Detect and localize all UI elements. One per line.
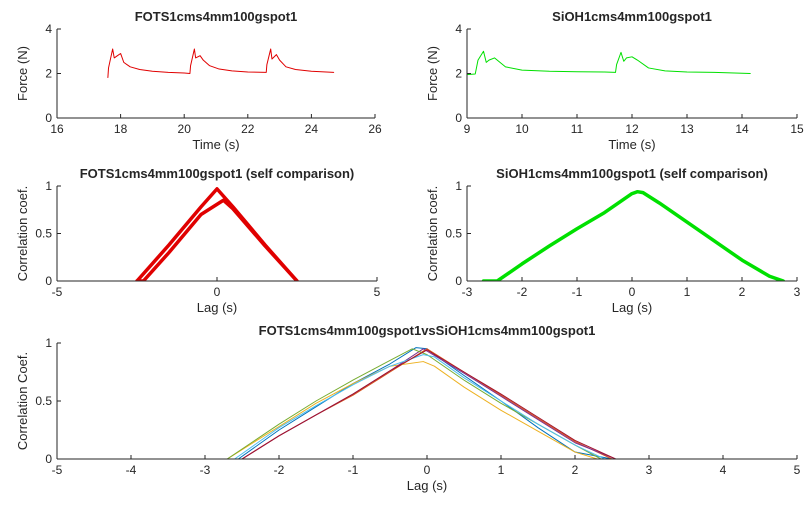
y-axis-label: Correlation coef.	[425, 186, 440, 281]
series-line-7	[241, 349, 620, 459]
x-tick-label: 22	[241, 122, 255, 136]
x-tick-label: 3	[646, 463, 653, 477]
x-tick-label: 1	[684, 285, 691, 299]
x-tick-label: 2	[739, 285, 746, 299]
x-tick-label: 26	[368, 122, 382, 136]
y-tick-label: 0	[45, 452, 52, 466]
x-tick-label: -3	[200, 463, 211, 477]
x-tick-label: 16	[50, 122, 64, 136]
series-line-1	[467, 50, 751, 76]
x-tick-label: 18	[114, 122, 128, 136]
y-tick-label: 0.5	[35, 227, 52, 241]
x-axis-label: Time (s)	[608, 137, 655, 152]
series-line-2	[141, 198, 299, 281]
y-tick-label: 4	[455, 22, 462, 36]
x-tick-label: 15	[790, 122, 804, 136]
y-tick-label: 0.5	[35, 394, 52, 408]
series-line-1	[481, 189, 785, 281]
series-line-1	[107, 48, 335, 78]
x-tick-label: -1	[572, 285, 583, 299]
x-tick-label: 11	[571, 122, 584, 136]
chart-title: SiOH1cms4mm100gspot1	[552, 9, 712, 24]
y-axis-label: Force (N)	[425, 46, 440, 101]
x-tick-label: -5	[52, 463, 63, 477]
y-axis-label: Correlation Coef.	[15, 352, 30, 450]
x-tick-label: -3	[462, 285, 473, 299]
x-tick-label: 0	[214, 285, 221, 299]
y-tick-label: 2	[455, 67, 462, 81]
series-line-3	[226, 361, 598, 459]
x-tick-label: 24	[305, 122, 319, 136]
x-axis-label: Time (s)	[192, 137, 239, 152]
x-tick-label: 5	[374, 285, 381, 299]
y-axis-label: Correlation coef.	[15, 186, 30, 281]
x-tick-label: -5	[52, 285, 63, 299]
chart-title: FOTS1cms4mm100gspot1	[135, 9, 298, 24]
x-tick-label: 2	[572, 463, 579, 477]
chart-title: FOTS1cms4mm100gspot1vsSiOH1cms4mm100gspo…	[259, 323, 596, 338]
x-tick-label: 9	[464, 122, 471, 136]
subplot-selfcorr-sioh: SiOH1cms4mm100gspot1 (self comparison) L…	[425, 166, 801, 315]
x-tick-label: 14	[735, 122, 749, 136]
subplot-force-sioh: SiOH1cms4mm100gspot1 Time (s) Force (N) …	[425, 9, 804, 152]
y-tick-label: 0	[45, 111, 52, 125]
series-line-5	[226, 348, 602, 459]
x-tick-label: 0	[629, 285, 636, 299]
y-tick-label: 2	[45, 67, 52, 81]
y-tick-label: 0	[455, 274, 462, 288]
subplot-selfcorr-fots: FOTS1cms4mm100gspot1 (self comparison) L…	[15, 166, 381, 315]
series-line-2	[241, 348, 620, 459]
x-tick-label: 10	[515, 122, 529, 136]
y-tick-label: 1	[45, 179, 52, 193]
x-tick-label: 20	[178, 122, 192, 136]
chart-title: FOTS1cms4mm100gspot1 (self comparison)	[80, 166, 355, 181]
x-tick-label: 12	[625, 122, 639, 136]
x-tick-label: 5	[794, 463, 801, 477]
y-tick-label: 0	[455, 111, 462, 125]
y-axis-label: Force (N)	[15, 46, 30, 101]
x-tick-label: -2	[274, 463, 285, 477]
x-tick-label: 3	[794, 285, 801, 299]
x-axis-label: Lag (s)	[197, 300, 237, 315]
subplot-crosscorr: FOTS1cms4mm100gspot1vsSiOH1cms4mm100gspo…	[15, 323, 801, 493]
y-tick-label: 0	[45, 274, 52, 288]
x-tick-label: -1	[348, 463, 359, 477]
x-tick-label: -2	[517, 285, 528, 299]
y-tick-label: 4	[45, 22, 52, 36]
y-tick-label: 1	[45, 336, 52, 350]
chart-title: SiOH1cms4mm100gspot1 (self comparison)	[496, 166, 768, 181]
y-tick-label: 0.5	[445, 227, 462, 241]
x-tick-label: -4	[126, 463, 137, 477]
subplot-force-fots: FOTS1cms4mm100gspot1 Time (s) Force (N) …	[15, 9, 382, 152]
x-tick-label: 4	[720, 463, 727, 477]
series-line-6	[234, 354, 606, 459]
y-tick-label: 1	[455, 179, 462, 193]
x-tick-label: 1	[498, 463, 505, 477]
x-tick-label: 0	[424, 463, 431, 477]
x-axis-label: Lag (s)	[612, 300, 652, 315]
x-axis-label: Lag (s)	[407, 478, 447, 493]
x-tick-label: 13	[680, 122, 694, 136]
